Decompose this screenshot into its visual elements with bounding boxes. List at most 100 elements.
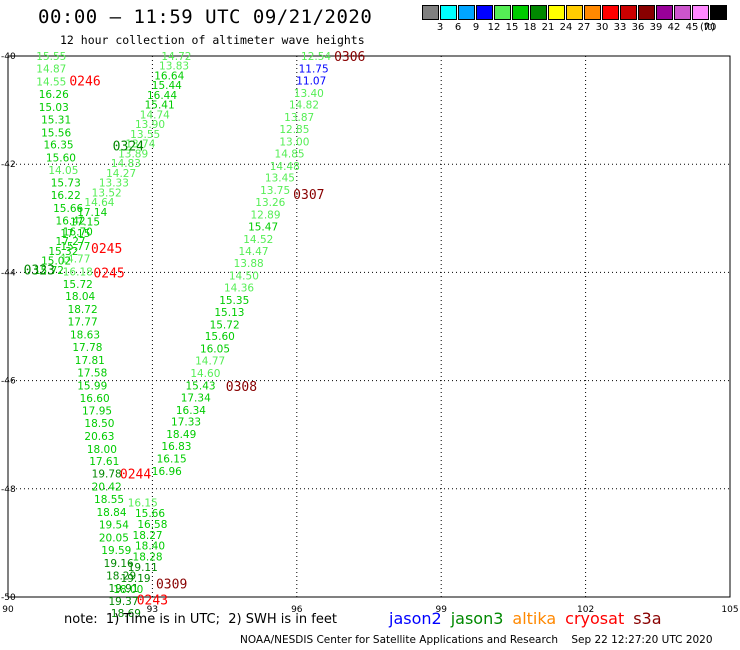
swh-value: 18.29: [106, 570, 136, 582]
swh-value: 13.00: [279, 136, 309, 148]
swh-value: 19.16: [104, 558, 134, 570]
swh-value: 19.11: [128, 562, 158, 574]
scale-swatch: [692, 5, 709, 20]
swh-value: 16.34: [176, 405, 206, 417]
swh-value: 16.05: [200, 344, 230, 356]
swh-value: 15.13: [214, 307, 244, 319]
swh-value: 15.35: [219, 295, 249, 307]
swh-value: 16.42: [56, 215, 86, 227]
swh-value: 18.63: [70, 330, 100, 342]
pass-time-label: 0244: [120, 468, 151, 483]
swh-value: 19.37: [108, 596, 138, 608]
pass-time-label: 0324: [113, 139, 144, 154]
swh-value: 15.47: [248, 221, 278, 233]
scale-swatch: [710, 5, 727, 20]
swh-value: 16.18: [63, 266, 93, 278]
scale-swatch: [530, 5, 547, 20]
swh-value: 16.15: [157, 454, 187, 466]
map-subtitle: 12 hour collection of altimeter wave hei…: [60, 33, 365, 47]
swh-value: 19.91: [108, 583, 138, 595]
swh-value: 15.56: [41, 127, 71, 139]
swh-value: 17.15: [60, 228, 90, 240]
swh-value: 18.55: [94, 494, 124, 506]
footer-note: note: 1) Time is in UTC; 2) SWH is in fe…: [64, 612, 337, 627]
swh-value: 14.72: [161, 51, 191, 63]
scale-label: 21: [541, 22, 555, 33]
swh-value: 18.28: [133, 551, 163, 563]
scale-label: 15: [505, 22, 519, 33]
swh-value: 17.27: [56, 236, 86, 248]
swh-value: 18.84: [96, 507, 126, 519]
swh-value: 20.42: [92, 482, 122, 494]
scale-label: 30: [595, 22, 609, 33]
swh-value: 15.77: [60, 241, 90, 253]
swh-value: 13.33: [99, 178, 129, 190]
pass-time-label: 0245: [93, 266, 124, 281]
swh-value: 18.00: [87, 444, 117, 456]
swh-value: 17.58: [77, 367, 107, 379]
lon-tick-label: 96: [291, 605, 303, 615]
swh-value: 13.87: [284, 112, 314, 124]
swh-value: 17.61: [89, 456, 119, 468]
swh-value: 15.02: [41, 255, 71, 267]
swh-value: 12.85: [279, 124, 309, 136]
pass-time-label: 0307: [293, 188, 324, 203]
scale-swatch: [656, 5, 673, 20]
lat-tick-label: -46: [1, 377, 16, 387]
mission-legend: jason2 jason3 altika cryosat s3a: [389, 609, 671, 628]
swh-value: 17.15: [70, 217, 100, 229]
mission-cryosat: cryosat: [565, 609, 625, 628]
swh-value: 13.40: [294, 88, 324, 100]
swh-value: 15.66: [135, 508, 165, 520]
swh-value: 13.26: [255, 197, 285, 209]
swh-value: 13.90: [135, 119, 165, 131]
scale-swatch: [458, 5, 475, 20]
swh-value: 19.78: [92, 469, 122, 481]
swh-value: 13.75: [260, 185, 290, 197]
scale-label: 24: [559, 22, 573, 33]
scale-label: 12: [487, 22, 501, 33]
pass-time-label: 0323: [24, 264, 55, 279]
swh-value: 15.55: [36, 51, 66, 63]
scale-swatch: [440, 5, 457, 20]
swh-value: 13.88: [234, 258, 264, 270]
scale-swatch: [674, 5, 691, 20]
swh-value: 17.34: [181, 392, 211, 404]
scale-swatch: [566, 5, 583, 20]
swh-value: 17.33: [171, 417, 201, 429]
pass-time-label: 0308: [226, 380, 257, 395]
swh-value: 14.60: [190, 368, 220, 380]
swh-value: 16.58: [137, 519, 167, 531]
scale-label: 18: [523, 22, 537, 33]
swh-value: 15.41: [145, 100, 175, 112]
scale-swatch: [602, 5, 619, 20]
swh-value: 18.00: [113, 584, 143, 596]
scale-label: 9: [472, 22, 480, 33]
scale-swatch: [584, 5, 601, 20]
swh-value: 14.64: [84, 197, 114, 209]
lat-tick-label: -48: [1, 485, 16, 495]
swh-value: 19.59: [101, 545, 131, 557]
swh-value: 20.05: [99, 532, 129, 544]
pass-time-label: 0306: [334, 50, 365, 65]
scale-label: 39: [649, 22, 663, 33]
lat-tick-label: -50: [1, 593, 16, 603]
scale-swatch: [476, 5, 493, 20]
swh-value: 14.36: [224, 283, 254, 295]
satellite-track: 14.7213.8316.6415.4416.4415.4114.7413.90…: [34, 51, 192, 277]
pass-time-label: 0309: [156, 577, 187, 592]
swh-value: 15.32: [48, 246, 78, 258]
lon-tick-label: 105: [721, 605, 738, 615]
map-frame: [7, 55, 731, 598]
mission-jason2: jason2: [389, 609, 442, 628]
swh-value: 16.96: [152, 466, 182, 478]
swh-value: 13.74: [125, 139, 155, 151]
swh-value: 15.60: [46, 153, 76, 165]
swh-value: 16.35: [44, 140, 74, 152]
swh-value: 18.04: [65, 291, 95, 303]
scale-swatch: [548, 5, 565, 20]
satellite-track: 15.5514.8714.5516.2615.0315.3115.5616.35…: [36, 51, 141, 620]
swh-value: 14.77: [195, 356, 225, 368]
lon-tick-label: 90: [2, 605, 14, 615]
